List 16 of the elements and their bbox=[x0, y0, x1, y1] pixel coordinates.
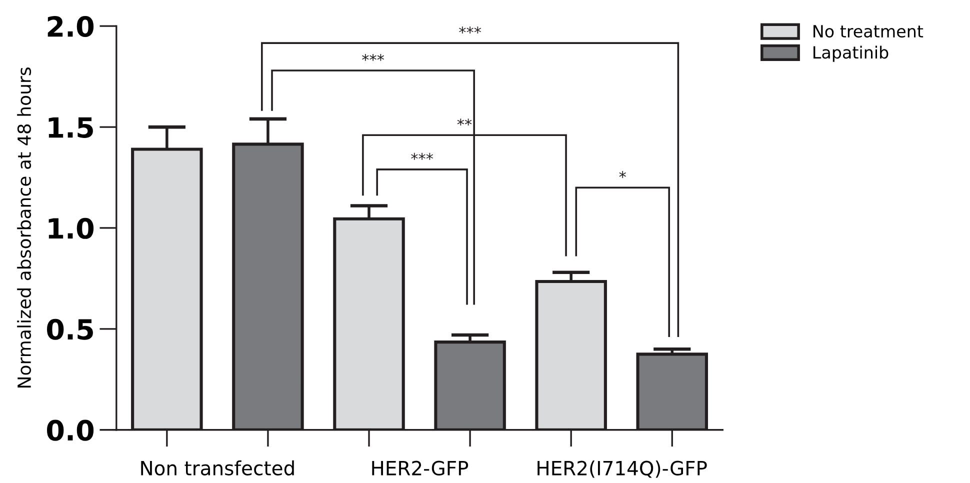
annotation: *** bbox=[411, 152, 434, 160]
legend-label: No treatment bbox=[814, 25, 924, 38]
annotation: *** bbox=[362, 54, 384, 61]
x-tick-label: HER2-GFP bbox=[372, 460, 468, 476]
annotation: * bbox=[619, 171, 626, 178]
y-tick-label: 0.0 bbox=[46, 420, 94, 441]
x-tick-label: HER2(I714Q)-GFP bbox=[538, 460, 707, 478]
y-tick-label: 1.0 bbox=[48, 218, 94, 239]
y-axis-title: Normalized absorbance at 48 hours bbox=[17, 68, 32, 388]
y-tick-label: 0.5 bbox=[46, 318, 93, 340]
legend-label: Lapatinib bbox=[814, 46, 888, 62]
annotation: *** bbox=[459, 26, 482, 34]
annotation: ** bbox=[457, 118, 472, 126]
x-tick-label: Non transfected bbox=[141, 460, 294, 476]
y-tick-label: 2.0 bbox=[48, 16, 94, 38]
y-tick-label: 1.5 bbox=[48, 117, 93, 138]
